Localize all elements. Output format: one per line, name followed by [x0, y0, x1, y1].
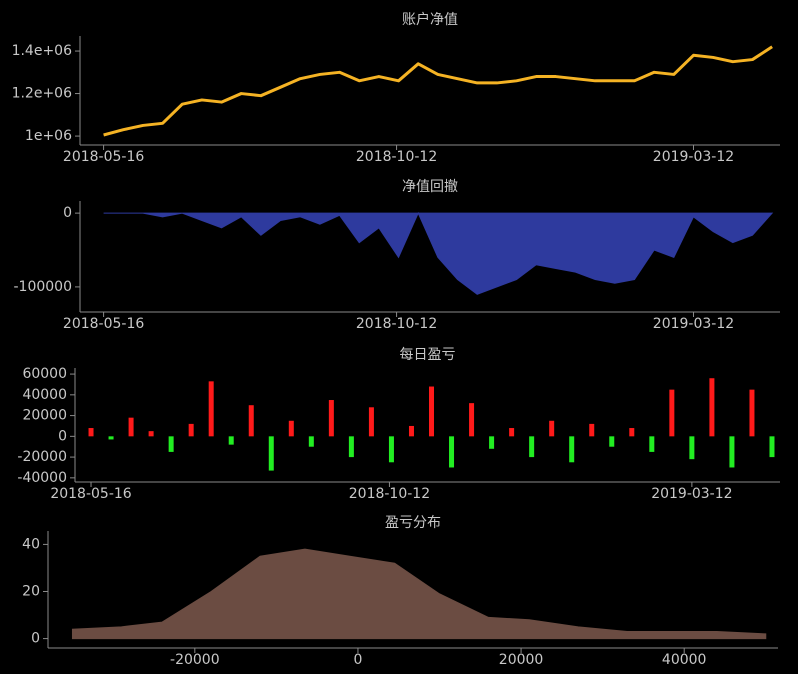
bar	[729, 436, 735, 468]
y-tick-label: 1.2e+06	[12, 86, 73, 102]
bar	[108, 436, 114, 440]
y-tick-label: 40	[22, 536, 40, 552]
y-tick-label: -100000	[14, 279, 73, 295]
area	[103, 211, 774, 295]
bar	[308, 436, 314, 447]
x-tick-label: 2018-10-12	[356, 316, 437, 332]
bar	[128, 417, 134, 437]
x-tick-label: 2019-03-12	[653, 149, 734, 165]
bar	[328, 400, 334, 437]
bar	[429, 386, 435, 437]
bar	[469, 403, 475, 437]
bar	[408, 425, 414, 437]
bar	[609, 436, 615, 447]
bar	[288, 420, 294, 437]
bar	[348, 436, 354, 458]
bar	[228, 436, 234, 445]
x-tick-label: 40000	[662, 652, 707, 668]
y-tick-label: -40000	[17, 470, 67, 486]
y-tick-label: 20	[22, 584, 40, 600]
x-tick-label: 2018-10-12	[356, 149, 437, 165]
chart-title: 每日盈亏	[400, 347, 456, 363]
bar	[208, 381, 214, 437]
bar	[529, 436, 535, 458]
x-tick-label: -20000	[170, 652, 220, 668]
bar	[188, 423, 194, 437]
bar	[649, 436, 655, 452]
bar	[549, 420, 555, 437]
y-tick-label: 40000	[22, 387, 67, 403]
bar	[749, 389, 755, 437]
bar	[148, 431, 154, 437]
bar	[769, 436, 775, 458]
x-tick-label: 0	[353, 652, 362, 668]
y-tick-label: -20000	[17, 449, 67, 465]
x-tick-label: 20000	[499, 652, 544, 668]
x-tick-label: 2019-03-12	[653, 316, 734, 332]
bar	[689, 436, 695, 460]
x-tick-label: 2018-05-16	[63, 149, 144, 165]
y-tick-label: 0	[63, 205, 72, 221]
bar	[569, 436, 575, 463]
x-tick-label: 2019-03-12	[651, 486, 732, 502]
area	[71, 548, 767, 640]
y-tick-label: 60000	[22, 366, 67, 382]
bar	[709, 378, 715, 437]
bar	[168, 436, 174, 452]
y-tick-label: 20000	[22, 408, 67, 424]
bar	[88, 428, 94, 437]
bar	[368, 407, 374, 437]
bar	[509, 428, 515, 437]
y-tick-label: 0	[31, 631, 40, 647]
x-tick-label: 2018-05-16	[50, 486, 131, 502]
equity-line	[103, 45, 773, 137]
bar	[268, 436, 274, 471]
bar	[489, 436, 495, 449]
bar	[388, 436, 394, 463]
chart-title: 净值回撤	[402, 179, 458, 195]
y-tick-label: 1.4e+06	[12, 43, 73, 59]
y-tick-label: 1e+06	[25, 128, 72, 144]
x-tick-label: 2018-10-12	[349, 486, 430, 502]
bar	[449, 436, 455, 468]
bar	[589, 423, 595, 437]
bar	[629, 428, 635, 437]
chart-title: 账户净值	[402, 11, 458, 28]
y-tick-label: 0	[58, 428, 67, 444]
bar	[669, 389, 675, 437]
bar	[248, 405, 254, 437]
x-tick-label: 2018-05-16	[63, 316, 144, 332]
chart-title: 盈亏分布	[385, 515, 441, 531]
